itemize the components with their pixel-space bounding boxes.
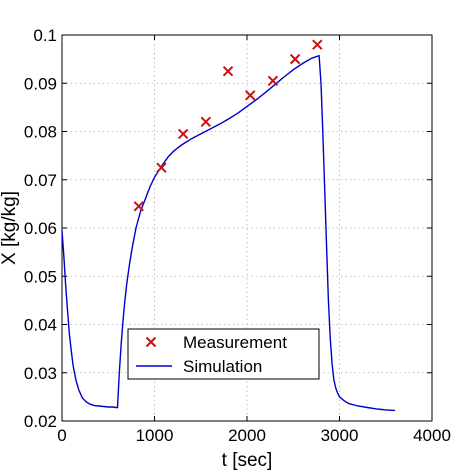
y-tick-label: 0.06 [24, 219, 57, 238]
x-tick-label: 2000 [228, 426, 266, 445]
measurement-point [312, 39, 323, 50]
y-tick-label: 0.03 [24, 364, 57, 383]
y-tick-label: 0.04 [24, 316, 57, 335]
measurement-point [289, 53, 301, 65]
y-tick-label: 0.08 [24, 123, 57, 142]
series-layer [61, 39, 396, 412]
y-tick-label: 0.02 [24, 412, 57, 431]
measurement-point [177, 128, 189, 140]
axis-ticks: 0 1000 2000 3000 4000 0.02 0.03 0.04 0.05 0.06 0.0… [24, 26, 451, 445]
x-tick-label: 3000 [321, 426, 359, 445]
measurement-point [200, 116, 212, 128]
legend-measurement-label: Measurement [183, 333, 287, 352]
legend-measurement-marker [145, 336, 157, 348]
measurement-point [267, 75, 279, 87]
legend: Measurement Simulation [127, 328, 320, 380]
x-tick-label: 1000 [136, 426, 174, 445]
x-axis-label: t [sec] [222, 450, 273, 471]
measurement-point [245, 90, 256, 101]
measurement-point [156, 162, 167, 173]
measurement-point [222, 65, 234, 77]
y-tick-label: 0.05 [24, 267, 57, 286]
measurement-point [133, 201, 144, 212]
y-axis-label: X [kg/kg] [0, 191, 20, 265]
y-tick-label: 0.09 [24, 74, 57, 93]
simulation-line [61, 54, 396, 412]
x-tick-label: 4000 [413, 426, 451, 445]
x-tick-label: 0 [57, 426, 66, 445]
legend-box [127, 328, 320, 380]
legend-simulation-label: Simulation [183, 357, 262, 376]
y-tick-label: 0.1 [33, 26, 57, 45]
y-tick-label: 0.07 [24, 171, 57, 190]
